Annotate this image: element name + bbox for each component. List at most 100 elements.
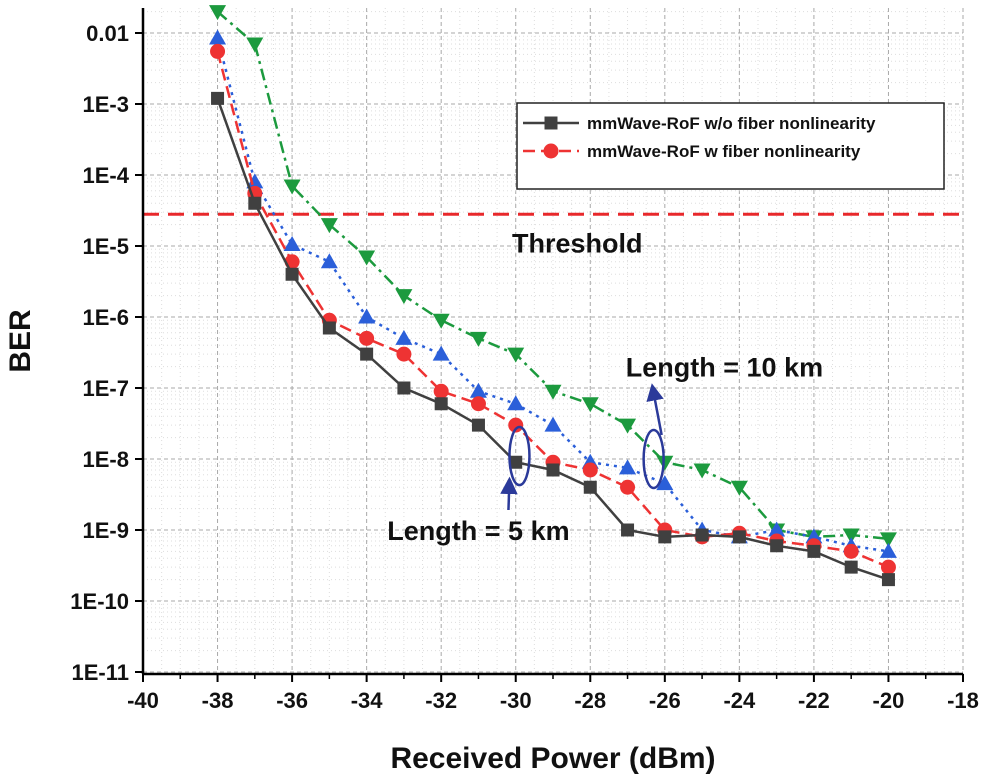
x-tick-label: -26 — [649, 688, 681, 713]
y-tick-label: 1E-11 — [72, 660, 130, 685]
data-point — [432, 345, 450, 361]
annotation-ellipse — [508, 425, 531, 487]
y-tick-label: 1E-10 — [70, 589, 129, 614]
x-axis-title: Received Power (dBm) — [390, 742, 715, 775]
data-point — [320, 218, 338, 234]
data-point — [433, 383, 449, 399]
data-point — [396, 346, 412, 362]
data-point — [768, 521, 786, 537]
y-tick-label: 1E-7 — [83, 376, 129, 401]
data-point — [879, 532, 897, 548]
data-point — [507, 347, 525, 363]
data-point — [693, 463, 711, 479]
data-point — [358, 308, 376, 324]
legend-marker — [544, 116, 558, 130]
data-point — [359, 330, 375, 346]
annotation-text: Length = 5 km — [387, 516, 569, 546]
annotations-group: Length = 5 km Length = 10 km — [387, 353, 823, 546]
annotation-2: Length = 10 km — [626, 353, 823, 490]
data-point — [880, 559, 896, 575]
data-point — [283, 179, 301, 195]
data-point — [619, 459, 637, 475]
data-point — [544, 384, 562, 400]
y-tick-label: 1E-3 — [83, 92, 129, 117]
data-point — [695, 528, 709, 542]
x-tick-label: -18 — [947, 688, 979, 713]
data-point — [658, 530, 672, 544]
grid — [142, 8, 964, 674]
data-point — [246, 37, 264, 53]
x-tick-label: -34 — [351, 688, 384, 713]
data-point — [209, 29, 227, 45]
x-tick-label: -40 — [127, 688, 159, 713]
legend-label: mmWave-RoF w/o fiber nonlinearity — [587, 114, 876, 133]
data-point — [732, 530, 746, 544]
y-axis-title: BER — [4, 309, 37, 373]
legend: mmWave-RoF w/o fiber nonlinearity mmWave-… — [516, 102, 945, 190]
annotation-ellipse — [642, 428, 665, 490]
data-point — [211, 91, 225, 105]
series-1 — [211, 91, 895, 587]
data-point — [544, 416, 562, 432]
x-tick-label: -24 — [723, 688, 756, 713]
x-tick-label: -38 — [202, 688, 234, 713]
data-point — [358, 250, 376, 266]
data-point — [620, 479, 636, 495]
data-point — [509, 455, 523, 469]
data-point — [469, 382, 487, 398]
data-point — [395, 289, 413, 305]
x-tick-label: -32 — [425, 688, 457, 713]
data-point — [246, 173, 264, 189]
data-point — [397, 381, 411, 395]
data-point — [770, 539, 784, 553]
data-point — [209, 5, 227, 21]
y-tick-label: 1E-5 — [83, 234, 129, 259]
data-point — [285, 267, 299, 281]
data-point — [507, 395, 525, 411]
data-point — [807, 544, 821, 558]
x-tick-label: -22 — [798, 688, 830, 713]
legend-label: mmWave-RoF w fiber nonlinearity — [587, 142, 861, 161]
data-point — [581, 397, 599, 413]
data-point — [843, 543, 859, 559]
data-point — [210, 43, 226, 59]
x-tick-label: -28 — [574, 688, 606, 713]
data-point — [621, 523, 635, 537]
y-tick-label: 1E-4 — [83, 163, 130, 188]
annotation-arrow — [500, 476, 518, 511]
legend-marker — [543, 143, 559, 159]
x-tick-label: -20 — [873, 688, 905, 713]
data-point — [582, 462, 598, 478]
data-point — [619, 418, 637, 434]
data-point — [248, 196, 262, 210]
x-tick-label: -36 — [276, 688, 308, 713]
annotation-1: Length = 5 km — [387, 425, 570, 546]
axes: -40 -38 -36 -34 -32 -30 -28 -26 -24 -22 -20 -18 0.01… — [70, 8, 979, 713]
data-point — [879, 542, 897, 558]
data-point — [471, 418, 485, 432]
data-point — [546, 463, 560, 477]
data-point — [844, 560, 858, 574]
data-point — [432, 313, 450, 329]
annotation-arrow — [646, 383, 664, 436]
x-tick-label: -30 — [500, 688, 532, 713]
legend-box — [516, 102, 945, 190]
data-point — [322, 321, 336, 335]
data-point — [470, 396, 486, 412]
data-point — [395, 329, 413, 345]
annotation-text: Length = 10 km — [626, 353, 823, 383]
y-tick-label: 1E-6 — [83, 305, 129, 330]
data-point — [656, 475, 674, 491]
threshold-line-group: Threshold — [143, 212, 963, 258]
y-tick-label: 1E-9 — [83, 518, 129, 543]
data-point — [730, 480, 748, 496]
data-point — [656, 455, 674, 471]
data-point — [469, 331, 487, 347]
y-tick-label: 0.01 — [86, 21, 129, 46]
series-group — [209, 5, 897, 587]
data-point — [881, 573, 895, 587]
threshold-label: Threshold — [512, 228, 643, 258]
data-point — [842, 528, 860, 544]
data-point — [283, 235, 301, 251]
